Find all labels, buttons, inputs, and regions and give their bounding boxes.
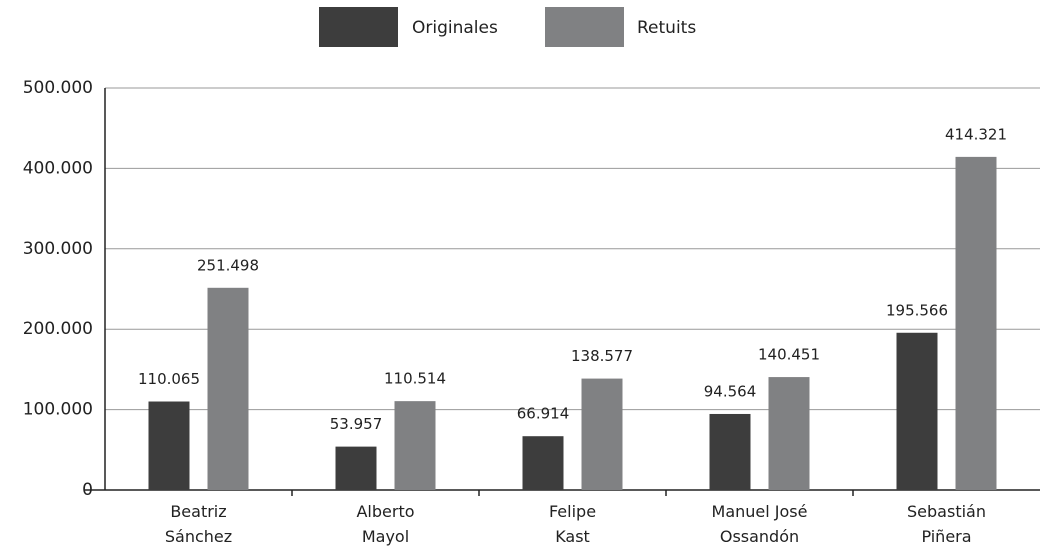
legend-label: Retuits	[637, 18, 696, 38]
x-tick-label: Felipe Kast	[548, 502, 597, 546]
x-tick-label: Sebastián Piñera	[907, 502, 986, 546]
legend-swatch	[545, 7, 624, 47]
x-tick-label: Alberto Mayol	[356, 502, 415, 546]
value-label: 66.914	[517, 405, 570, 423]
value-label: 138.577	[571, 347, 633, 365]
value-label: 94.564	[704, 382, 757, 400]
bar	[955, 156, 997, 490]
bar	[581, 378, 623, 490]
bar	[768, 377, 810, 490]
bar	[394, 401, 436, 490]
y-tick-label: 500.000	[23, 78, 93, 98]
bar	[335, 446, 377, 490]
value-label: 414.321	[945, 125, 1007, 143]
x-tick-label: Beatriz Sánchez	[164, 502, 233, 546]
y-tick-label: 400.000	[23, 158, 93, 178]
value-label: 140.451	[758, 346, 820, 364]
bar	[709, 413, 751, 490]
bar	[522, 436, 564, 490]
legend-label: Originales	[412, 18, 498, 38]
bar	[896, 332, 938, 490]
y-tick-label: 100.000	[23, 400, 93, 420]
y-tick-label: 200.000	[23, 319, 93, 339]
x-tick-label: Manuel José Ossandón	[711, 502, 808, 546]
bar	[148, 401, 190, 490]
value-label: 110.514	[384, 370, 446, 388]
y-tick-label: 300.000	[23, 239, 93, 259]
legend-swatch	[319, 7, 398, 47]
bar	[207, 287, 249, 490]
value-label: 251.498	[197, 256, 259, 274]
value-label: 195.566	[886, 301, 948, 319]
value-label: 53.957	[330, 415, 383, 433]
value-label: 110.065	[138, 370, 200, 388]
